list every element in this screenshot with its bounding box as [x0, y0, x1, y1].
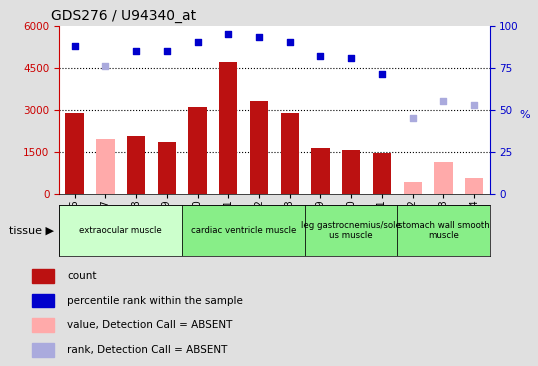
- Point: [254, 34, 263, 40]
- Point: [101, 63, 110, 69]
- Text: value, Detection Call = ABSENT: value, Detection Call = ABSENT: [67, 320, 232, 330]
- Bar: [373, 153, 391, 194]
- Point: [70, 43, 79, 49]
- Bar: [65, 113, 84, 194]
- Point: [439, 98, 448, 104]
- Bar: [312, 148, 330, 194]
- Bar: [434, 162, 452, 194]
- Text: rank, Detection Call = ABSENT: rank, Detection Call = ABSENT: [67, 345, 228, 355]
- Bar: [188, 107, 207, 194]
- Text: percentile rank within the sample: percentile rank within the sample: [67, 296, 243, 306]
- Bar: [32, 343, 54, 357]
- Bar: [182, 205, 305, 256]
- Text: leg gastrocnemius/sole
us muscle: leg gastrocnemius/sole us muscle: [301, 221, 401, 240]
- Point: [162, 48, 171, 54]
- Point: [408, 115, 417, 121]
- Text: tissue ▶: tissue ▶: [9, 225, 54, 236]
- Bar: [219, 62, 237, 194]
- Point: [224, 31, 232, 37]
- Point: [132, 48, 140, 54]
- Bar: [96, 139, 115, 194]
- Bar: [280, 113, 299, 194]
- Bar: [305, 205, 398, 256]
- Bar: [32, 318, 54, 332]
- Point: [316, 53, 325, 59]
- Bar: [404, 182, 422, 194]
- Point: [286, 40, 294, 45]
- Text: count: count: [67, 271, 97, 281]
- Text: stomach wall smooth
muscle: stomach wall smooth muscle: [398, 221, 490, 240]
- Bar: [32, 294, 54, 307]
- Point: [193, 40, 202, 45]
- Point: [378, 71, 386, 77]
- Bar: [342, 150, 360, 194]
- Bar: [158, 142, 176, 194]
- Text: cardiac ventricle muscle: cardiac ventricle muscle: [191, 226, 296, 235]
- Y-axis label: %: %: [519, 110, 530, 120]
- Text: GDS276 / U94340_at: GDS276 / U94340_at: [51, 9, 196, 23]
- Bar: [398, 205, 490, 256]
- Text: extraocular muscle: extraocular muscle: [79, 226, 162, 235]
- Bar: [465, 178, 484, 194]
- Point: [347, 55, 356, 60]
- Bar: [59, 205, 182, 256]
- Bar: [32, 269, 54, 283]
- Bar: [127, 137, 145, 194]
- Point: [470, 102, 478, 108]
- Bar: [250, 101, 268, 194]
